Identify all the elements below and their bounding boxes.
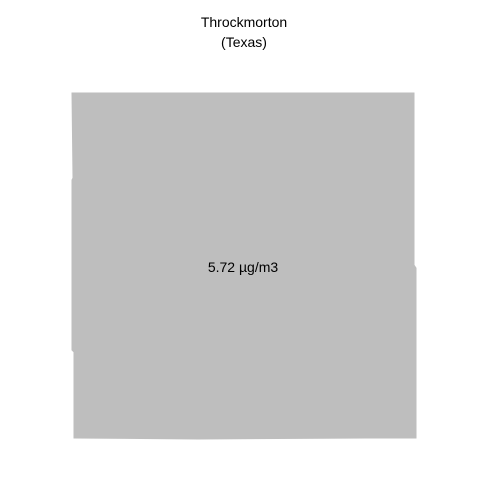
map-title: Throckmorton (Texas) bbox=[0, 12, 488, 52]
county-name: Throckmorton bbox=[200, 14, 288, 30]
county-polygon bbox=[71, 92, 417, 440]
state-name: (Texas) bbox=[221, 34, 267, 50]
county-value-label: 5.72 µg/m3 bbox=[208, 259, 279, 275]
